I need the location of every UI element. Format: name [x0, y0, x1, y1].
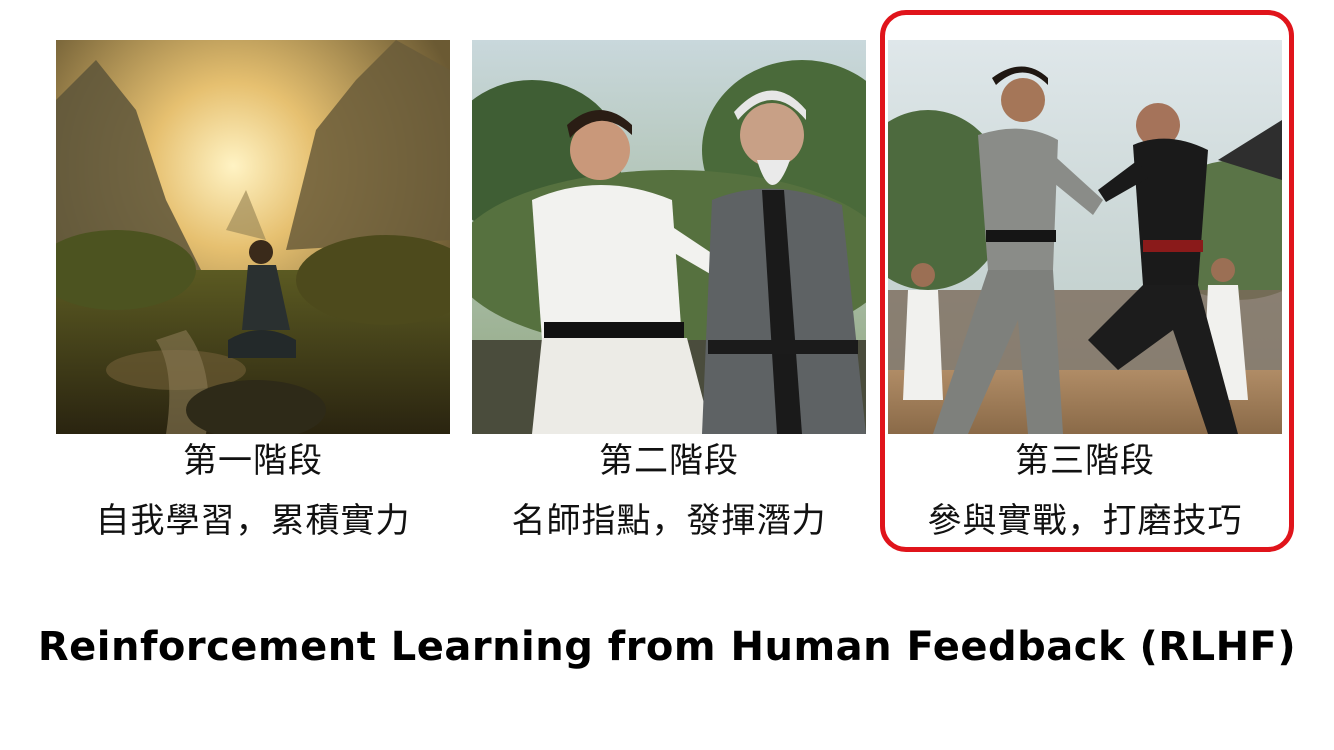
stage-1-label: 第一階段 — [183, 441, 323, 481]
stage-1-description: 自我學習，累積實力 — [95, 501, 411, 541]
stage-2-label: 第二階段 — [599, 441, 739, 481]
stage-3-image — [888, 40, 1282, 434]
meditating-boy-icon — [56, 40, 450, 434]
stage-3-description: 參與實戰，打磨技巧 — [927, 501, 1243, 541]
footer-title: Reinforcement Learning from Human Feedba… — [37, 624, 1297, 670]
stage-2-image — [472, 40, 866, 434]
stage-1-image — [56, 40, 450, 434]
sparring-match-icon — [888, 40, 1282, 434]
stage-2-description: 名師指點，發揮潛力 — [511, 501, 827, 541]
stage-3-label: 第三階段 — [1015, 441, 1155, 481]
master-teaching-icon — [472, 40, 866, 434]
